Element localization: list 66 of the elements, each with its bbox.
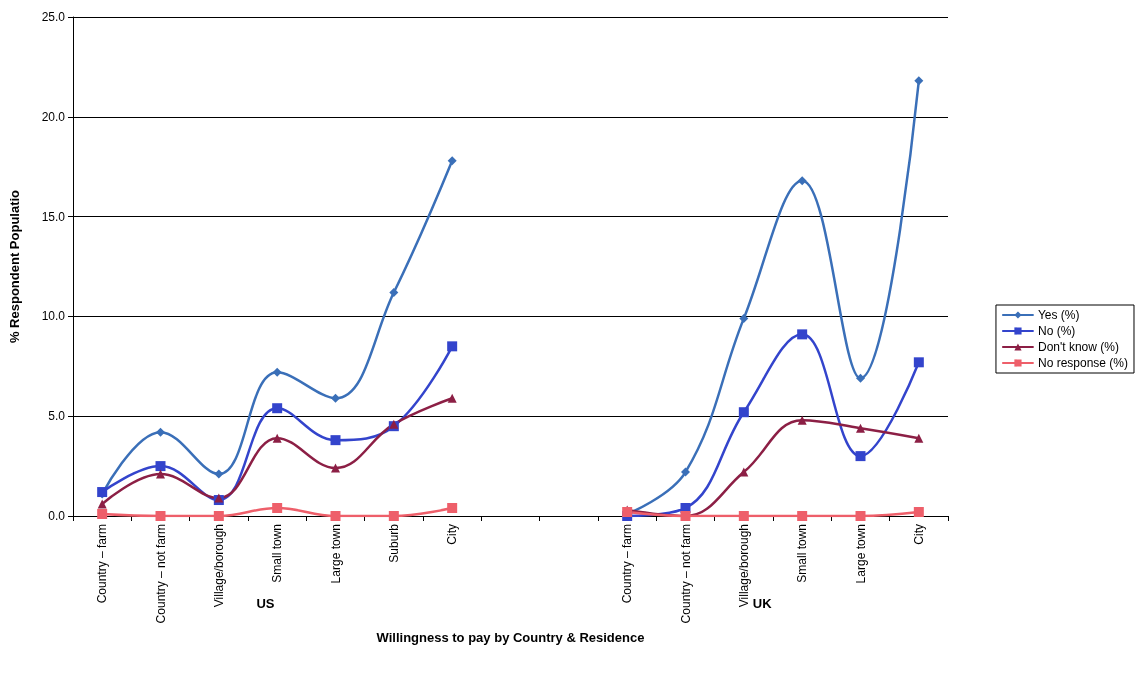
x-tick-label: Village/borough xyxy=(736,524,751,608)
y-tick-label: 10.0 xyxy=(41,309,66,324)
point xyxy=(856,373,865,383)
point xyxy=(272,503,283,514)
x-tick-label: Large town xyxy=(328,524,343,584)
point xyxy=(272,403,283,414)
point xyxy=(97,499,107,509)
y-tick-label: 20.0 xyxy=(41,109,66,124)
point xyxy=(797,511,808,521)
point xyxy=(156,469,165,479)
point xyxy=(330,511,341,521)
y-tick-label: 0.0 xyxy=(48,509,66,523)
point xyxy=(447,341,458,352)
point xyxy=(330,435,341,446)
x-tick-label: Suburb xyxy=(386,523,401,563)
point xyxy=(738,511,749,521)
x-tick-label: Country – farm xyxy=(95,524,110,604)
point xyxy=(855,511,866,521)
point xyxy=(914,76,924,86)
x-tick-label: Small town xyxy=(270,524,285,583)
x-tick-label: City xyxy=(911,524,926,545)
point xyxy=(447,393,457,403)
point xyxy=(447,156,457,166)
point xyxy=(156,427,165,437)
point xyxy=(213,511,224,521)
y-axis-title: % Respondent Populatio xyxy=(7,189,22,344)
legend-label: Don't know (%) xyxy=(1037,340,1119,354)
point xyxy=(739,467,749,477)
point xyxy=(797,415,807,425)
legend-label: No response (%) xyxy=(1037,356,1129,370)
point xyxy=(797,176,807,186)
point xyxy=(388,511,399,521)
x-tick-label: City xyxy=(445,524,460,545)
point xyxy=(331,393,340,403)
x-axis-title: Willingness to pay by Country & Residence xyxy=(376,630,645,646)
text: US xyxy=(256,596,275,611)
x-tick-label: Country – farm xyxy=(620,524,635,604)
y-tick-label: 15.0 xyxy=(41,209,66,224)
point xyxy=(389,287,399,297)
y-tick-label: 25.0 xyxy=(41,10,66,24)
point xyxy=(97,509,108,519)
point xyxy=(155,511,166,521)
point xyxy=(681,467,690,477)
point xyxy=(855,451,866,462)
point xyxy=(913,357,924,368)
point xyxy=(214,469,224,479)
point xyxy=(797,329,808,340)
point xyxy=(738,407,749,418)
point xyxy=(447,503,458,514)
x-tick-label: Country – not farm xyxy=(678,524,693,624)
x-tick-label: Small town xyxy=(795,524,810,583)
legend-label: Yes (%) xyxy=(1037,308,1080,322)
point xyxy=(914,433,924,443)
x-tick-label: Large town xyxy=(853,524,868,584)
x-tick-label: Village/borough xyxy=(211,524,226,608)
point xyxy=(272,367,282,377)
text: UK xyxy=(752,596,773,611)
point xyxy=(913,507,924,518)
point xyxy=(272,433,282,443)
point xyxy=(155,461,166,472)
point xyxy=(856,423,865,433)
y-tick-label: 5.0 xyxy=(48,409,66,424)
point xyxy=(739,313,749,323)
x-tick-label: Country – not farm xyxy=(153,524,168,624)
point xyxy=(331,463,340,473)
legend-label: No (%) xyxy=(1037,324,1076,338)
